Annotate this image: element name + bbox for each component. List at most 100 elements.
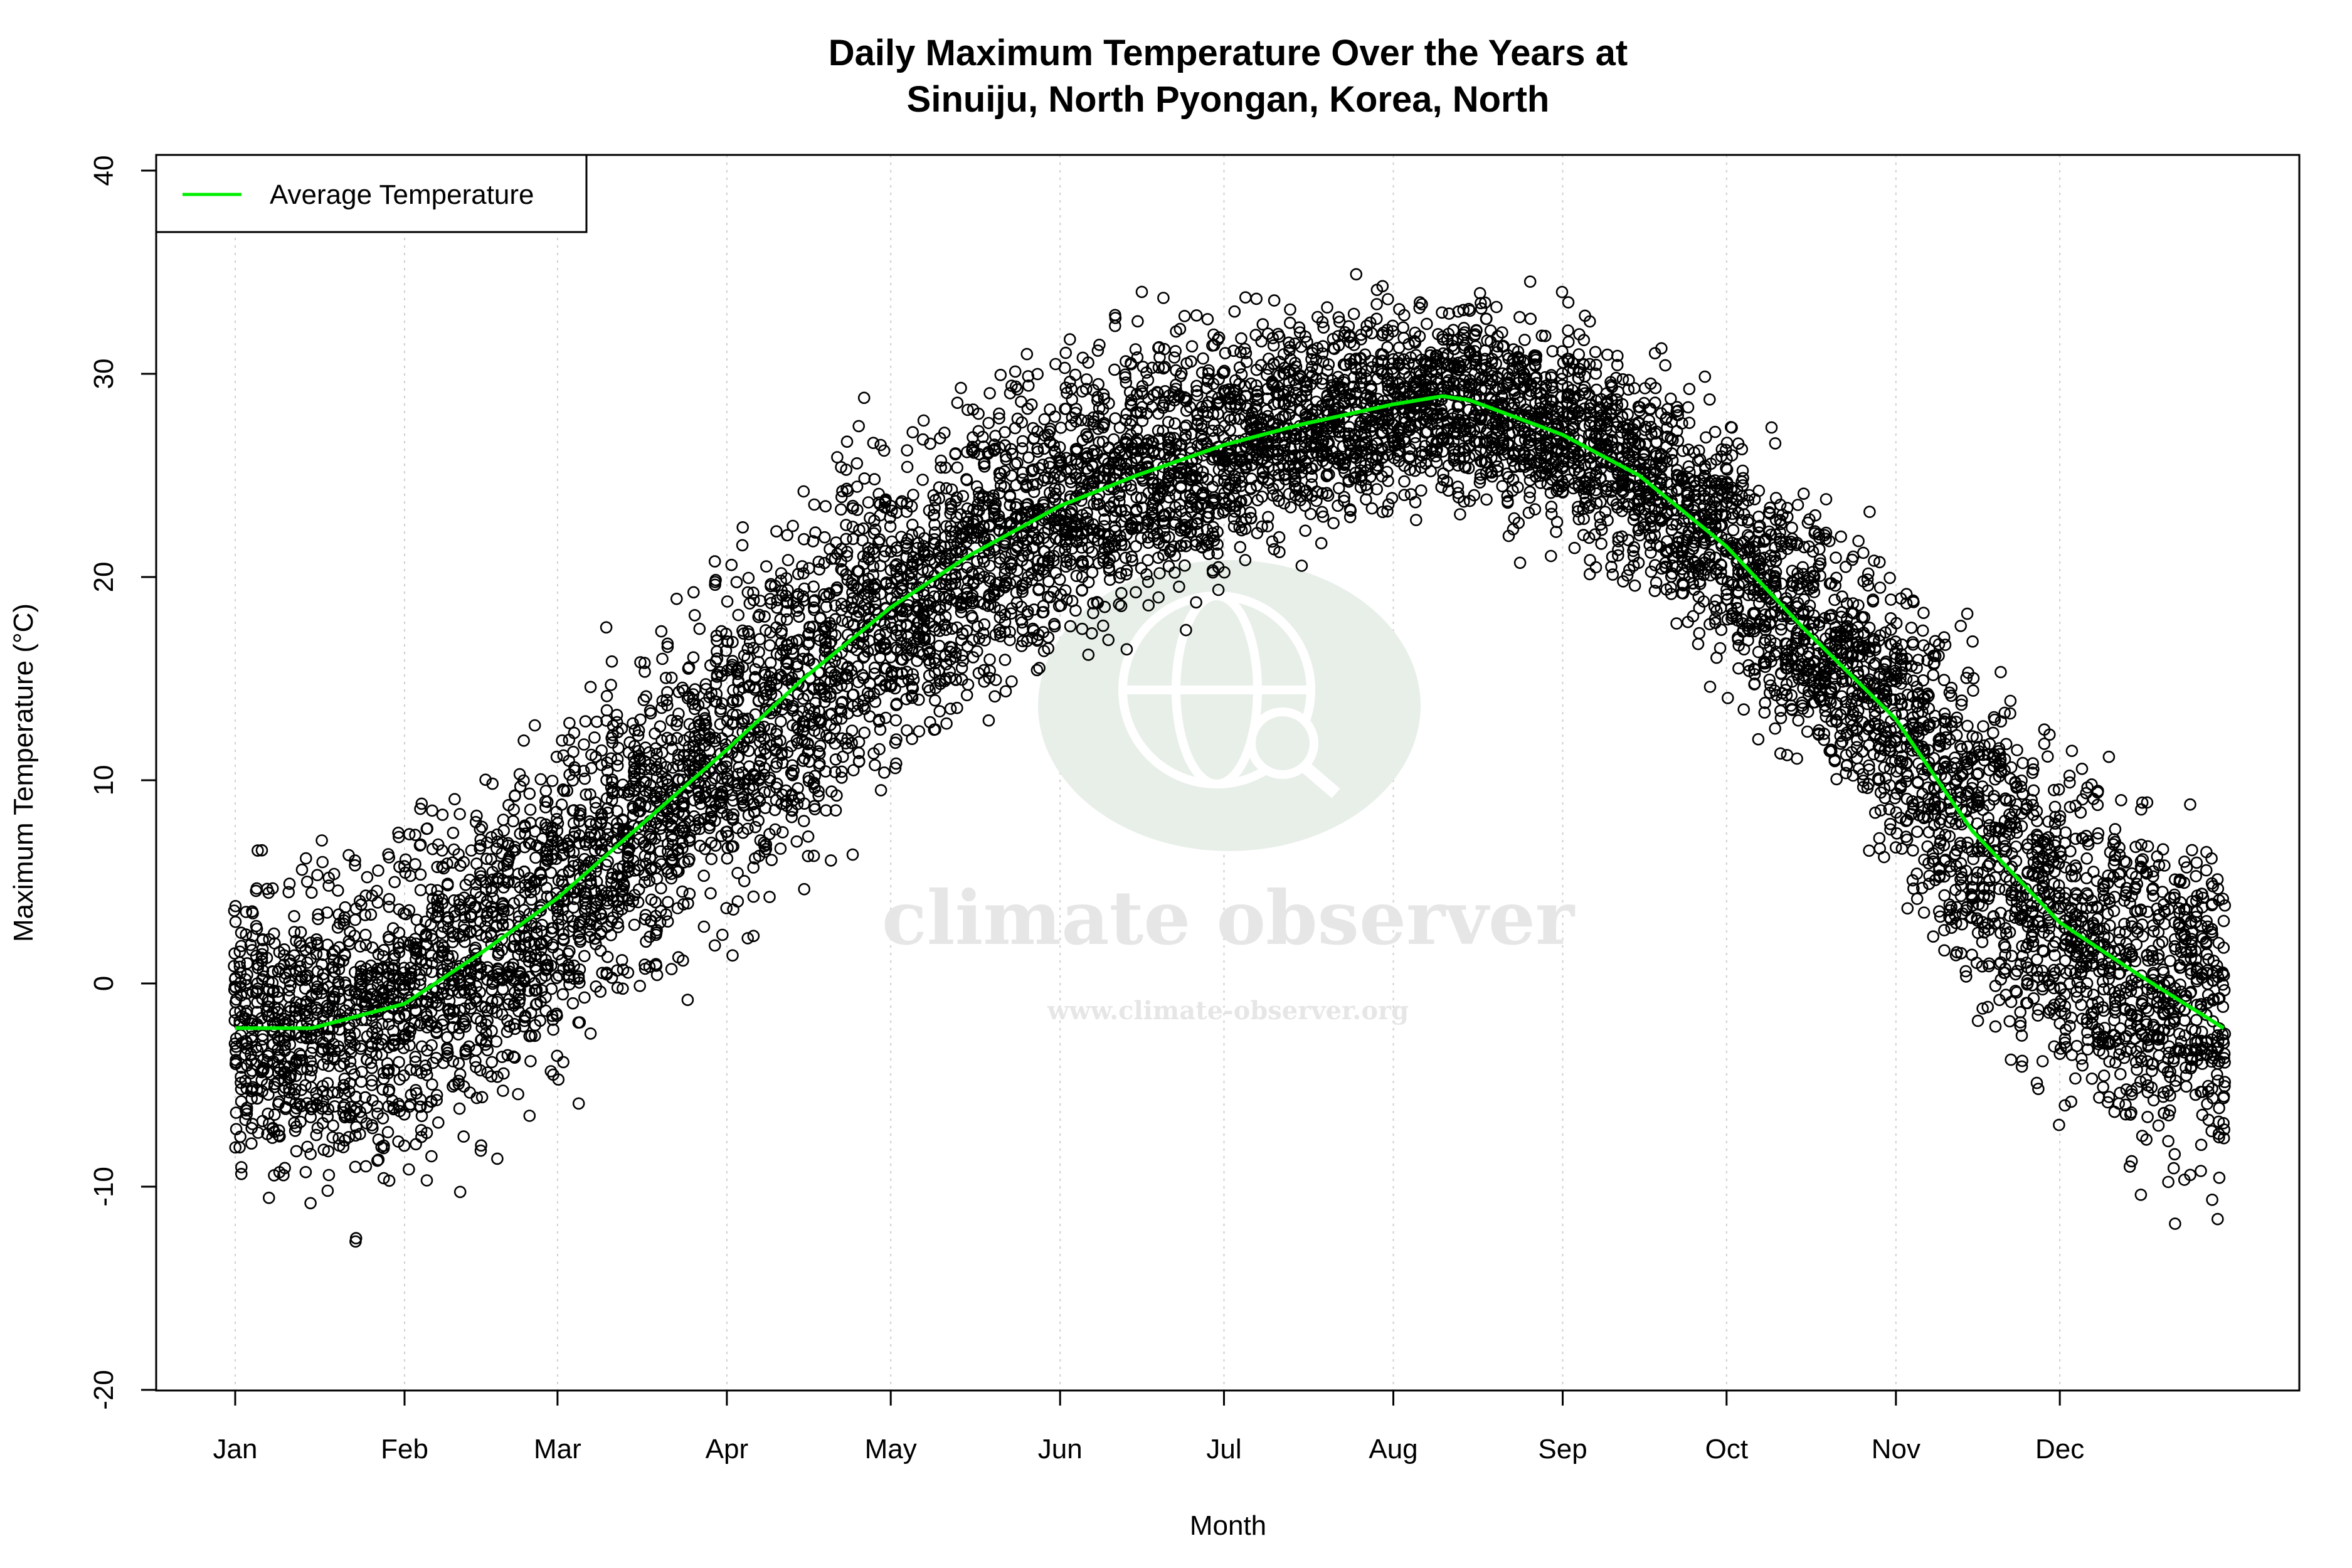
- data-point: [578, 738, 590, 751]
- data-point: [299, 1166, 312, 1179]
- data-point: [1005, 607, 1017, 620]
- data-point: [1185, 355, 1197, 368]
- data-point: [857, 522, 870, 535]
- data-point: [1347, 307, 1360, 320]
- data-point: [714, 718, 727, 731]
- data-point: [381, 1126, 395, 1138]
- chart-subtitle: Sinuiju, North Pyongan, Korea, North: [907, 79, 1550, 120]
- data-point: [349, 859, 361, 872]
- data-point: [967, 633, 979, 647]
- data-point: [1201, 313, 1214, 326]
- data-point: [1196, 471, 1209, 484]
- data-point: [332, 1040, 345, 1053]
- data-point: [649, 727, 661, 740]
- data-point: [458, 911, 471, 924]
- data-point: [326, 1000, 339, 1013]
- data-point: [955, 662, 968, 674]
- data-point: [703, 733, 716, 746]
- data-point: [736, 660, 750, 674]
- data-point: [906, 528, 918, 541]
- data-point: [940, 482, 953, 495]
- data-point: [375, 1140, 388, 1153]
- data-point: [798, 582, 811, 595]
- data-point: [1042, 522, 1055, 536]
- data-point: [758, 836, 770, 849]
- data-point: [1168, 549, 1182, 562]
- data-point: [561, 837, 574, 850]
- data-point: [1025, 398, 1038, 411]
- data-point: [453, 1185, 467, 1199]
- data-point: [485, 1070, 498, 1083]
- data-point: [878, 618, 891, 631]
- data-point: [409, 1004, 422, 1017]
- data-point: [578, 772, 591, 785]
- data-point: [509, 789, 521, 802]
- data-point: [807, 580, 820, 593]
- data-point: [1047, 472, 1060, 484]
- data-point: [457, 856, 470, 869]
- data-point: [753, 633, 766, 645]
- data-point: [332, 975, 345, 988]
- data-point: [561, 947, 575, 960]
- data-point: [726, 949, 739, 962]
- data-point: [288, 910, 300, 923]
- data-point: [776, 826, 789, 839]
- data-point: [536, 984, 548, 997]
- data-point: [364, 969, 378, 982]
- data-point: [1054, 573, 1066, 586]
- data-point: [654, 916, 667, 929]
- data-point: [529, 983, 542, 996]
- data-point: [1075, 541, 1088, 554]
- data-point: [528, 1029, 541, 1042]
- data-point: [968, 446, 980, 459]
- data-point: [638, 913, 652, 926]
- data-point: [812, 785, 825, 798]
- data-point: [1158, 531, 1172, 544]
- data-point: [278, 943, 291, 956]
- data-point: [835, 765, 848, 778]
- data-point: [709, 573, 722, 586]
- data-point: [426, 804, 438, 817]
- data-point: [1093, 436, 1105, 449]
- data-point: [867, 437, 880, 450]
- data-point: [255, 1040, 268, 1053]
- data-point: [797, 815, 810, 827]
- data-point: [457, 1130, 470, 1143]
- data-point: [644, 778, 657, 792]
- data-point: [1158, 342, 1171, 356]
- data-point: [1087, 411, 1099, 424]
- data-point: [1120, 568, 1133, 581]
- data-point: [359, 1091, 372, 1104]
- data-point: [1026, 479, 1039, 491]
- data-point: [326, 948, 339, 961]
- data-point: [1235, 368, 1248, 381]
- data-point: [812, 790, 825, 802]
- data-point: [326, 1131, 339, 1144]
- data-point: [365, 1079, 378, 1091]
- data-point: [949, 647, 962, 659]
- data-point: [819, 500, 832, 513]
- data-point: [545, 982, 558, 995]
- data-point: [615, 903, 628, 916]
- data-point: [802, 709, 815, 722]
- data-point: [413, 968, 426, 981]
- data-point: [708, 555, 721, 568]
- data-point: [727, 903, 739, 916]
- data-point: [825, 635, 838, 648]
- data-point: [687, 765, 700, 778]
- data-point: [507, 803, 521, 816]
- data-point: [403, 1039, 416, 1052]
- data-point: [377, 950, 389, 963]
- data-point: [514, 780, 527, 793]
- data-point: [1005, 675, 1018, 688]
- data-point: [714, 705, 727, 718]
- data-point: [413, 839, 426, 852]
- data-point: [441, 857, 453, 870]
- data-point: [741, 642, 754, 655]
- data-point: [383, 1083, 396, 1096]
- data-point: [988, 690, 1001, 703]
- data-point: [1031, 368, 1044, 381]
- data-point: [1168, 417, 1181, 430]
- data-point: [446, 950, 459, 963]
- data-point: [813, 727, 825, 740]
